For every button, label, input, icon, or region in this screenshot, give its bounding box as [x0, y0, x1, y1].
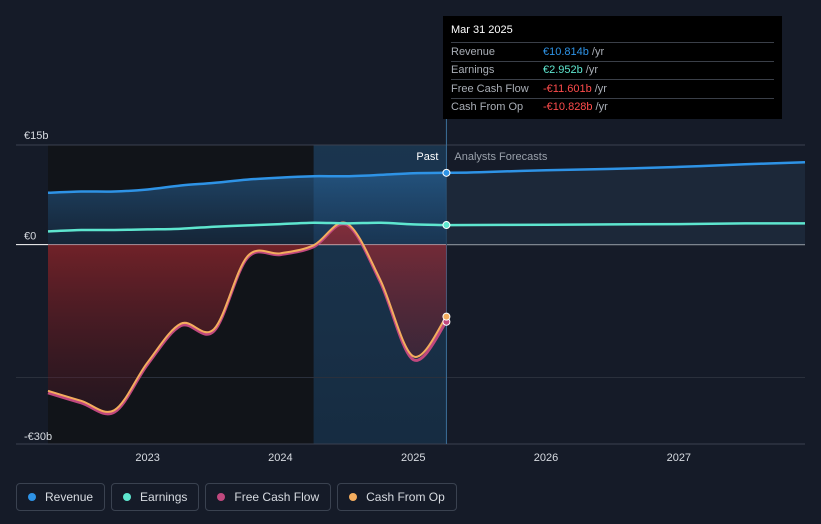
tooltip-label: Cash From Op	[451, 101, 524, 114]
tooltip-label: Free Cash Flow	[451, 82, 529, 95]
chart-labels: €15b €0 -€30b 2023 2024 2025 2026 2027 Past Analy…	[24, 130, 691, 464]
tooltip-unit: /yr	[585, 64, 598, 77]
legend-dot-icon	[217, 493, 226, 501]
legend-label: Earnings	[140, 490, 188, 504]
tooltip-label: Revenue	[451, 45, 496, 58]
x-tick-label: 2026	[534, 452, 558, 464]
legend-dot-icon	[123, 493, 132, 501]
series-marker	[442, 168, 451, 177]
tooltip-label: Earnings	[451, 64, 495, 77]
revenue-forecast-area	[446, 162, 805, 245]
tooltip-row-earnings: Earnings €2.952b /yr	[451, 60, 774, 80]
revenue-line	[47, 171, 447, 195]
tooltip-value: -€10.828b	[543, 101, 593, 114]
earnings-forecast-line	[446, 222, 806, 227]
y-tick-label: €15b	[24, 130, 48, 142]
legend-label: Revenue	[45, 490, 94, 504]
hover-tooltip: Mar 31 2025 Revenue €10.814b /yr Earning…	[443, 16, 782, 119]
y-tick-label: -€30b	[24, 431, 52, 443]
tooltip-unit: /yr	[594, 82, 607, 95]
legend-item-revenue[interactable]: Revenue	[16, 483, 106, 511]
chart-legend: Revenue Earnings Free Cash Flow Cash Fro…	[16, 483, 457, 511]
forecast-label: Analysts Forecasts	[454, 151, 547, 163]
x-tick-label: 2024	[268, 452, 292, 464]
revenue-forecast-line	[446, 161, 806, 175]
legend-item-free-cash-flow[interactable]: Free Cash Flow	[205, 483, 332, 511]
earnings-line	[47, 221, 447, 233]
tooltip-value: €2.952b	[543, 64, 583, 77]
tooltip-value: -€11.601b	[543, 82, 592, 95]
legend-dot-icon	[28, 493, 36, 501]
chart-lines	[47, 161, 806, 416]
past-label: Past	[416, 151, 438, 163]
x-tick-label: 2027	[667, 452, 691, 464]
tooltip-row-free-cash-flow: Free Cash Flow -€11.601b /yr	[451, 79, 774, 98]
legend-item-cash-from-op[interactable]: Cash From Op	[337, 483, 457, 511]
tooltip-date: Mar 31 2025	[451, 24, 513, 36]
legend-dot-icon	[349, 493, 358, 501]
cash-from-op-line	[47, 221, 448, 413]
series-marker	[442, 221, 451, 230]
y-tick-label: €0	[24, 231, 36, 243]
tooltip-unit: /yr	[595, 101, 608, 114]
tooltip-row-cash-from-op: Cash From Op -€10.828b /yr	[451, 97, 774, 117]
tooltip-unit: /yr	[591, 45, 605, 58]
x-tick-label: 2023	[135, 452, 159, 464]
x-tick-label: 2025	[401, 452, 425, 464]
legend-item-earnings[interactable]: Earnings	[111, 483, 200, 511]
legend-label: Free Cash Flow	[234, 490, 320, 504]
cash-flow-area	[48, 222, 447, 412]
series-marker	[442, 312, 451, 321]
tooltip-row-revenue: Revenue €10.814b /yr	[451, 42, 774, 61]
tooltip-value: €10.814b	[543, 45, 589, 58]
legend-label: Cash From Op	[366, 490, 445, 504]
